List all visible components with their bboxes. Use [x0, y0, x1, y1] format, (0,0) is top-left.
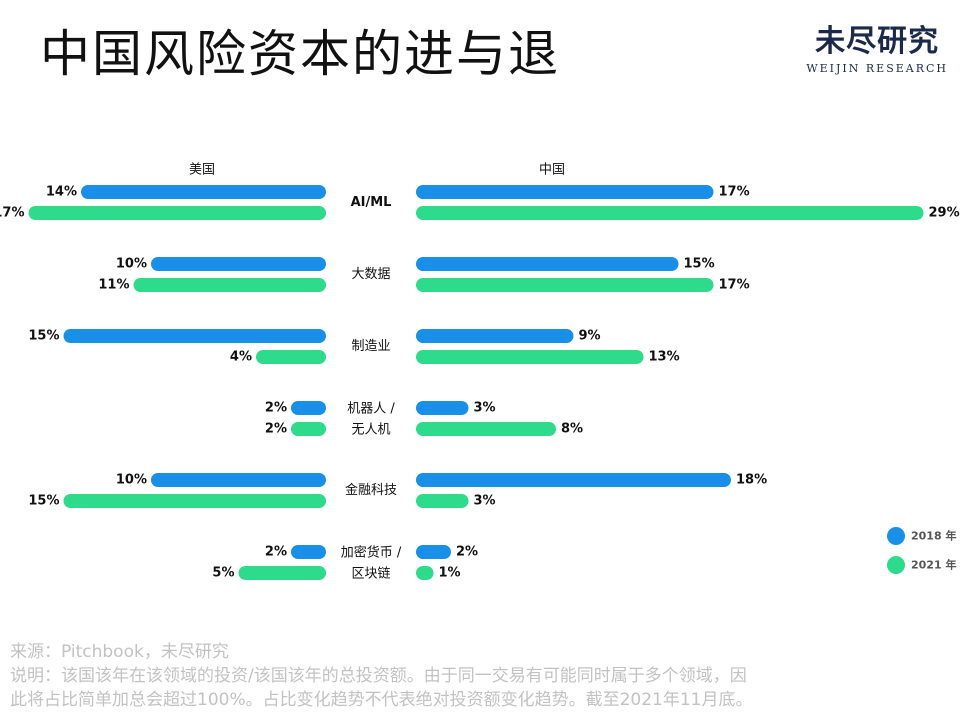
category-label: 大数据	[351, 267, 390, 282]
bar-cn-2018	[416, 329, 574, 343]
panel-header-us: 美国	[189, 163, 215, 178]
data-label-cn: 8%	[561, 422, 583, 437]
category-label: 金融科技	[345, 482, 397, 498]
bar-us-2021	[28, 206, 326, 220]
data-label-us: 15%	[28, 494, 59, 509]
bar-us-2018	[81, 185, 326, 199]
data-label-us: 17%	[0, 206, 25, 221]
bar-cn-2018	[416, 257, 679, 271]
legend-swatch-2018	[887, 527, 905, 545]
logo-english: WEIJIN RESEARCH	[806, 62, 948, 75]
data-label-cn: 29%	[929, 206, 960, 221]
legend-label: 2018 年	[911, 529, 956, 543]
data-label-cn: 13%	[649, 350, 680, 365]
data-label-us: 2%	[265, 401, 287, 416]
note-text-line1: 说明：该国该年在该领域的投资/该国该年的总投资额。由于同一交易有可能同时属于多个…	[10, 666, 747, 686]
data-label-cn: 2%	[456, 545, 478, 560]
legend-label: 2021 年	[911, 558, 956, 572]
bar-us-2021	[291, 422, 326, 436]
bar-cn-2021	[416, 350, 644, 364]
source-text: 来源：Pitchbook，未尽研究	[10, 642, 229, 662]
bar-us-2018	[63, 329, 326, 343]
bar-us-2018	[291, 545, 326, 559]
bar-us-2021	[238, 566, 326, 580]
data-label-cn: 17%	[719, 185, 750, 200]
bar-cn-2021	[416, 494, 469, 508]
page-title: 中国风险资本的进与退	[40, 25, 560, 83]
bar-cn-2021	[416, 278, 714, 292]
bar-us-2021	[133, 278, 326, 292]
butterfly-bar-chart: 美国 中国 AI/ML 14% 17% 17% 29% 大数据 10% 11% 15% 17% 制造业 1…	[0, 163, 960, 582]
bar-cn-2018	[416, 473, 731, 487]
category-label: AI/ML	[351, 195, 392, 210]
bar-cn-2018	[416, 185, 714, 199]
brand-logo: 未尽研究 WEIJIN RESEARCH	[806, 16, 948, 75]
bar-cn-2018	[416, 401, 469, 415]
category-label: 区块链	[351, 567, 390, 582]
data-label-us: 14%	[46, 185, 77, 200]
data-label-us: 2%	[265, 545, 287, 560]
data-label-cn: 18%	[736, 473, 767, 488]
bar-cn-2021	[416, 206, 924, 220]
footer-notes: 来源：Pitchbook，未尽研究 说明：该国该年在该领域的投资/该国该年的总投…	[10, 640, 950, 712]
data-label-cn: 17%	[719, 278, 750, 293]
legend-swatch-2021	[887, 556, 905, 574]
data-label-us: 15%	[28, 329, 59, 344]
bar-cn-2021	[416, 422, 556, 436]
bar-us-2018	[291, 401, 326, 415]
category-label: 加密货币 /	[341, 545, 402, 561]
bar-cn-2018	[416, 545, 451, 559]
data-label-cn: 3%	[474, 494, 496, 509]
data-label-cn: 9%	[579, 329, 601, 344]
data-label-us: 11%	[98, 278, 129, 293]
data-label-us: 10%	[116, 257, 147, 272]
data-label-us: 5%	[212, 566, 234, 581]
data-label-cn: 15%	[684, 257, 715, 272]
panel-header-cn: 中国	[539, 163, 565, 178]
bar-cn-2021	[416, 566, 434, 580]
data-label-cn: 1%	[439, 566, 461, 581]
logo-chinese: 未尽研究	[815, 24, 940, 59]
bar-us-2018	[151, 473, 326, 487]
bar-us-2021	[63, 494, 326, 508]
data-label-us: 10%	[116, 473, 147, 488]
note-text-line2: 此将占比简单加总会超过100%。占比变化趋势不代表绝对投资额变化趋势。截至202…	[10, 690, 753, 710]
data-label-cn: 3%	[474, 401, 496, 416]
category-label: 无人机	[351, 423, 390, 438]
category-label: 制造业	[351, 339, 390, 354]
data-label-us: 2%	[265, 422, 287, 437]
category-label: 机器人 /	[347, 402, 395, 417]
data-label-us: 4%	[230, 350, 252, 365]
bar-us-2021	[256, 350, 326, 364]
bar-us-2018	[151, 257, 326, 271]
